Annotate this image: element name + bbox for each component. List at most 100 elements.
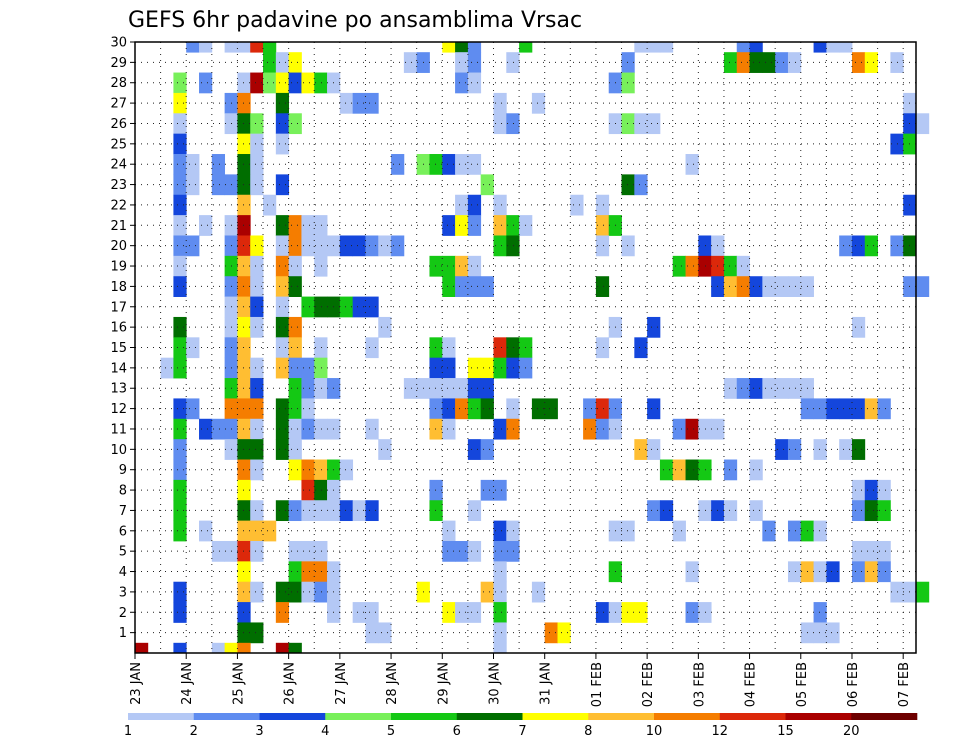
heatmap-cell xyxy=(237,561,251,583)
heatmap-cell xyxy=(250,378,264,399)
colorbar-swatch xyxy=(391,713,458,720)
heatmap-cell xyxy=(301,581,315,603)
heatmap-cell xyxy=(736,276,750,297)
y-tick-label: 10 xyxy=(110,443,127,458)
x-tick-label: 01 FEB xyxy=(590,662,605,707)
heatmap-cell xyxy=(595,235,610,257)
heatmap-cell xyxy=(813,439,827,460)
heatmap-cell xyxy=(531,92,546,114)
heatmap-cell xyxy=(544,398,558,420)
heatmap-cell xyxy=(455,52,469,73)
heatmap-cell xyxy=(493,642,507,654)
heatmap-cell xyxy=(365,602,379,623)
y-tick-label: 4 xyxy=(119,565,127,580)
x-tick-label: 24 JAN xyxy=(180,662,195,705)
heatmap-cell xyxy=(339,459,354,481)
heatmap-cell xyxy=(647,113,661,135)
heatmap-cell xyxy=(493,581,507,603)
colorbar-swatch xyxy=(654,713,721,720)
heatmap-cell xyxy=(352,602,366,623)
heatmap-cell xyxy=(890,235,904,257)
heatmap-cell xyxy=(173,174,187,196)
heatmap-cell xyxy=(301,479,315,501)
heatmap-cell xyxy=(826,622,840,644)
heatmap-cell xyxy=(455,215,469,236)
heatmap-cell xyxy=(173,194,187,216)
heatmap-cell xyxy=(787,52,802,73)
y-tick-label: 17 xyxy=(110,300,127,315)
heatmap-cell xyxy=(173,479,187,501)
heatmap-cell xyxy=(621,174,635,196)
y-tick-label: 20 xyxy=(110,239,127,254)
chart-title: GEFS 6hr padavine po ansamblima Vrsac xyxy=(128,8,582,33)
heatmap-cell xyxy=(672,418,686,440)
heatmap-cell xyxy=(237,337,251,359)
heatmap-cell xyxy=(237,72,251,94)
heatmap-cell xyxy=(237,235,251,257)
heatmap-cell xyxy=(314,337,328,359)
heatmap-cell xyxy=(723,459,738,481)
heatmap-cell xyxy=(506,540,520,562)
heatmap-cell xyxy=(237,92,251,114)
heatmap-cell xyxy=(851,561,866,583)
heatmap-cell xyxy=(250,154,264,175)
heatmap-cell xyxy=(250,357,264,379)
heatmap-cell xyxy=(467,398,482,420)
heatmap-cell xyxy=(314,418,328,440)
heatmap-cell xyxy=(237,622,251,644)
heatmap-cell xyxy=(621,113,635,135)
heatmap-cell xyxy=(250,439,264,460)
heatmap-cell xyxy=(787,439,802,460)
heatmap-cell xyxy=(595,398,610,420)
heatmap-cell xyxy=(621,602,635,623)
heatmap-cell xyxy=(403,378,418,399)
x-tick-label: 05 FEB xyxy=(795,662,810,707)
heatmap-cell xyxy=(211,418,226,440)
heatmap-cell xyxy=(647,439,661,460)
colorbar-label: 7 xyxy=(518,724,526,739)
heatmap-cell xyxy=(173,357,187,379)
heatmap-cell xyxy=(723,276,738,297)
heatmap-cell xyxy=(314,296,328,318)
heatmap-cell xyxy=(237,398,251,420)
heatmap-cell xyxy=(531,581,546,603)
heatmap-cell xyxy=(467,52,482,73)
heatmap-cell xyxy=(864,52,878,73)
heatmap-cell xyxy=(493,235,507,257)
heatmap-cell xyxy=(199,72,213,94)
heatmap-cell xyxy=(314,378,328,399)
heatmap-cell xyxy=(659,459,674,481)
y-tick-label: 7 xyxy=(119,504,127,519)
heatmap-cell xyxy=(442,520,456,542)
colorbar-label: 1 xyxy=(124,724,132,739)
heatmap-cell xyxy=(864,500,878,522)
heatmap-cell xyxy=(237,602,251,623)
colorbar-label: 2 xyxy=(190,724,198,739)
x-tick-label: 25 JAN xyxy=(231,662,246,705)
heatmap-cell xyxy=(455,72,469,94)
heatmap-cell xyxy=(442,357,456,379)
heatmap-cell xyxy=(173,215,187,236)
heatmap-cell xyxy=(647,398,661,420)
heatmap-cell xyxy=(173,520,187,542)
heatmap-cell xyxy=(275,72,290,94)
heatmap-cell xyxy=(314,215,328,236)
heatmap-cell xyxy=(736,378,750,399)
colorbar-swatch xyxy=(719,713,786,720)
heatmap-cell xyxy=(199,418,213,440)
heatmap-cell xyxy=(339,296,354,318)
heatmap-cell xyxy=(467,357,482,379)
heatmap-cell xyxy=(288,215,302,236)
heatmap-cell xyxy=(595,418,610,440)
heatmap-cell xyxy=(288,642,302,654)
heatmap-cell xyxy=(634,337,648,359)
heatmap-cell xyxy=(314,540,328,562)
heatmap-cell xyxy=(493,520,507,542)
heatmap-cell xyxy=(455,602,469,623)
heatmap-cell xyxy=(506,398,520,420)
heatmap-cell xyxy=(480,479,494,501)
heatmap-cell xyxy=(442,154,456,175)
heatmap-cell xyxy=(301,378,315,399)
x-tick-label: 03 FEB xyxy=(692,662,707,707)
heatmap-cell xyxy=(775,276,789,297)
